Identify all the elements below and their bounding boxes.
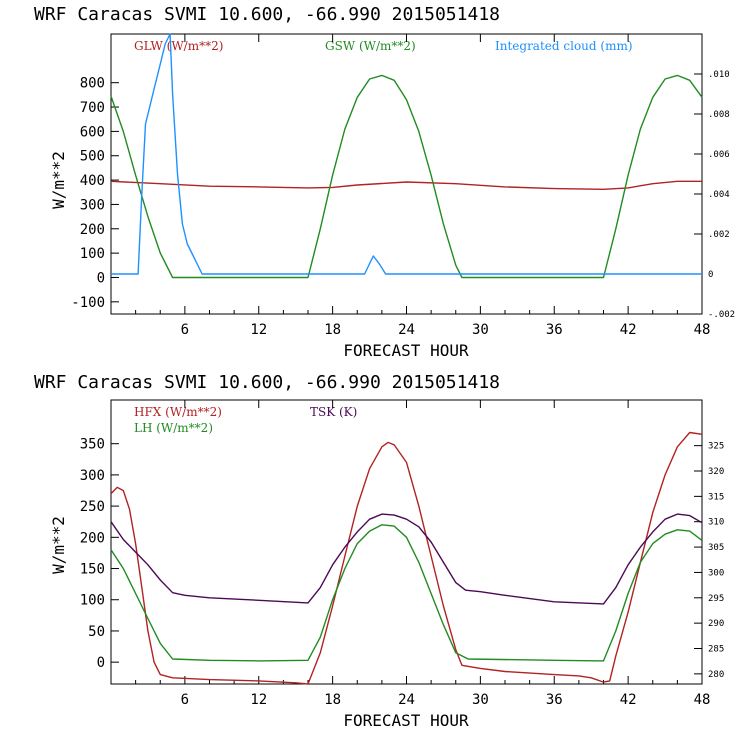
y2-tick-label: 325 — [708, 442, 724, 452]
x-tick-label: 6 — [181, 692, 189, 708]
y2-tick-label: 0 — [708, 270, 713, 280]
y-tick-label: 200 — [80, 222, 105, 238]
y2-tick-label: .004 — [708, 190, 730, 200]
bottom-plot-frame — [110, 399, 703, 685]
x-tick-label: 48 — [694, 692, 711, 708]
series-line-integrated — [111, 33, 702, 275]
y2-tick-label: 305 — [708, 543, 724, 553]
y-tick-label: -100 — [71, 295, 105, 311]
y2-tick-label: 290 — [708, 619, 724, 629]
top-x-ticks: 6 12 18 24 30 36 42 48 — [135, 34, 711, 338]
y-tick-label: 100 — [80, 246, 105, 262]
y-tick-label: 400 — [80, 173, 105, 189]
y2-tick-label: .008 — [708, 110, 730, 120]
y-tick-label: 100 — [80, 593, 105, 609]
series-line-gsw — [110, 74, 703, 279]
y-tick-label: 50 — [88, 624, 105, 640]
top-legend-glw: GLW (W/m**2) — [134, 39, 223, 53]
x-tick-label: 36 — [546, 692, 563, 708]
top-legend-cloud: Integrated cloud (mm) — [495, 39, 633, 53]
y-tick-label: 150 — [80, 562, 105, 578]
y-tick-label: 350 — [80, 437, 105, 453]
y2-tick-label: 320 — [708, 467, 724, 477]
bottom-x-ticks: 6 12 18 24 30 36 42 48 — [135, 400, 711, 708]
y-tick-label: 300 — [80, 468, 105, 484]
y2-tick-label: 280 — [708, 670, 724, 680]
bottom-chart: WRF Caracas SVMI 10.600, -66.990 2015051… — [34, 372, 724, 730]
bottom-legend-tsk: TSK (K) — [310, 405, 357, 419]
x-tick-label: 12 — [250, 692, 267, 708]
y2-tick-label: .002 — [708, 230, 730, 240]
series-line-glw — [110, 180, 702, 191]
y2-tick-label: .006 — [708, 150, 730, 160]
x-tick-label: 42 — [620, 692, 637, 708]
x-tick-label: 36 — [546, 322, 563, 338]
series-line-lh — [110, 524, 703, 662]
y-tick-label: 300 — [80, 197, 105, 213]
bottom-y2-ticks: 280 285 290 295 300 305 310 315 320 325 — [694, 442, 724, 680]
x-tick-label: 48 — [694, 322, 711, 338]
y-tick-label: 200 — [80, 530, 105, 546]
x-tick-label: 18 — [324, 322, 341, 338]
y-tick-label: 0 — [97, 270, 105, 286]
top-y2-ticks: -.002 0 .002 .004 .006 .008 .010 — [694, 70, 735, 320]
bottom-legend-lh: LH (W/m**2) — [134, 421, 213, 435]
top-legend-gsw: GSW (W/m**2) — [325, 39, 416, 53]
y-tick-label: 0 — [97, 655, 105, 671]
x-tick-label: 12 — [250, 322, 267, 338]
x-tick-label: 18 — [324, 692, 341, 708]
bottom-legend-hfx: HFX (W/m**2) — [134, 405, 222, 419]
top-chart-title: WRF Caracas SVMI 10.600, -66.990 2015051… — [34, 4, 500, 25]
y2-tick-label: .010 — [708, 70, 730, 80]
x-tick-label: 24 — [398, 322, 415, 338]
y2-tick-label: 285 — [708, 645, 724, 655]
y-tick-label: 800 — [80, 76, 105, 92]
bottom-y-ticks: 0 50 100 150 200 250 300 350 — [80, 437, 119, 671]
series-line-tsk — [110, 513, 703, 605]
y-tick-label: 600 — [80, 124, 105, 140]
y2-tick-label: 300 — [708, 568, 724, 578]
y2-tick-label: 310 — [708, 518, 724, 528]
x-tick-label: 30 — [472, 692, 489, 708]
top-series-lines — [110, 33, 703, 279]
x-tick-label: 30 — [472, 322, 489, 338]
bottom-series-lines — [110, 431, 703, 685]
top-y-axis-label: W/m**2 — [49, 151, 68, 209]
bottom-chart-title: WRF Caracas SVMI 10.600, -66.990 2015051… — [34, 372, 500, 393]
top-y-ticks: -100 0 100 200 300 400 500 600 700 800 — [71, 76, 119, 311]
bottom-x-axis-label: FORECAST HOUR — [343, 711, 469, 730]
x-tick-label: 6 — [181, 322, 189, 338]
y-tick-label: 700 — [80, 100, 105, 116]
y-tick-label: 500 — [80, 149, 105, 165]
y2-tick-label: -.002 — [708, 310, 735, 320]
top-plot-frame — [110, 33, 703, 315]
y-tick-label: 250 — [80, 499, 105, 515]
x-tick-label: 24 — [398, 692, 415, 708]
x-tick-label: 42 — [620, 322, 637, 338]
y2-tick-label: 295 — [708, 594, 724, 604]
y2-tick-label: 315 — [708, 492, 724, 502]
top-x-axis-label: FORECAST HOUR — [343, 341, 469, 360]
bottom-y-axis-label: W/m**2 — [49, 516, 68, 574]
series-line-hfx — [110, 431, 703, 685]
top-chart: WRF Caracas SVMI 10.600, -66.990 2015051… — [34, 4, 735, 360]
